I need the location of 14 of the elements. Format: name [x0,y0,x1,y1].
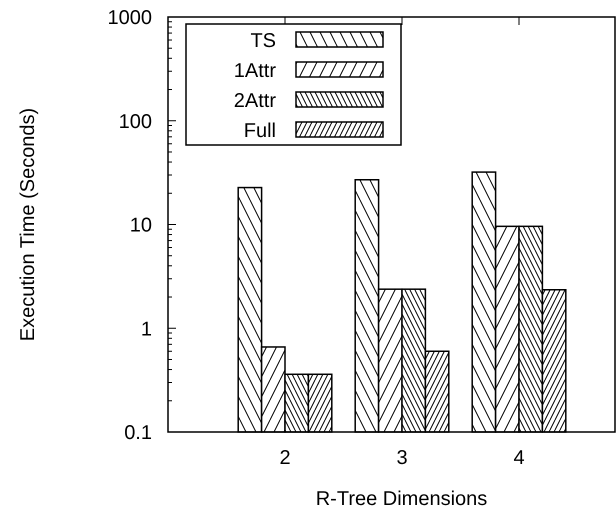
y-tick-label: 100 [118,110,152,133]
legend-label: Full [244,120,276,142]
legend-label: 2Attr [234,90,276,112]
x-axis-title: R-Tree Dimensions [316,488,488,510]
x-tick-label: 2 [279,447,291,469]
y-tick-label: 1 [140,318,152,340]
legend-label: 1Attr [234,60,276,82]
x-tick-label: 4 [513,447,525,469]
x-tick-label: 3 [396,447,408,469]
y-tick-label: 1000 [108,7,152,29]
y-axis-title: Execution Time (Seconds) [17,108,39,342]
y-tick-label: 0.1 [124,422,152,444]
legend-label: TS [250,30,276,52]
y-tick-label: 10 [130,214,152,236]
